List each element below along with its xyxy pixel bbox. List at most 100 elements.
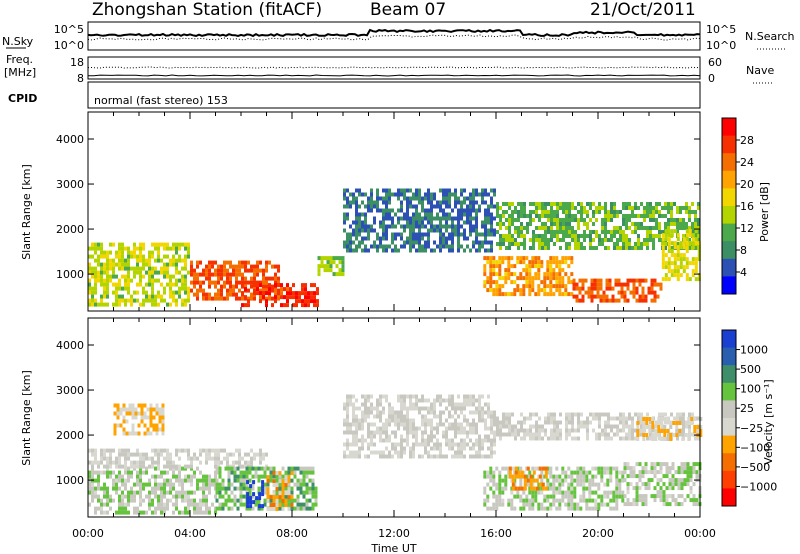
heatmap-cell bbox=[97, 258, 100, 263]
heatmap-cell bbox=[152, 407, 156, 412]
heatmap-cell bbox=[543, 292, 547, 297]
heatmap-cell bbox=[619, 234, 622, 238]
heatmap-cell bbox=[646, 226, 649, 230]
heatmap-cell bbox=[118, 246, 121, 251]
heatmap-cell bbox=[208, 292, 211, 297]
heatmap-cell bbox=[673, 222, 676, 226]
heatmap-cell bbox=[193, 474, 196, 479]
heatmap-cell bbox=[475, 200, 478, 205]
heatmap-cell bbox=[346, 454, 349, 459]
heatmap-cell bbox=[658, 222, 661, 226]
heatmap-cell bbox=[517, 234, 520, 238]
heatmap-cell bbox=[106, 258, 109, 263]
heatmap-cell bbox=[469, 430, 472, 435]
heatmap-cell bbox=[430, 438, 433, 443]
heatmap-cell bbox=[523, 478, 527, 483]
heatmap-cell bbox=[445, 240, 448, 245]
heatmap-cell bbox=[682, 241, 686, 246]
heatmap-cell bbox=[208, 448, 211, 453]
heatmap-cell bbox=[451, 232, 454, 237]
heatmap-cell bbox=[412, 426, 415, 431]
heatmap-cell bbox=[301, 287, 304, 292]
heatmap-cell bbox=[305, 506, 309, 511]
heatmap-cell bbox=[391, 442, 394, 447]
heatmap-cell bbox=[502, 214, 505, 218]
heatmap-cell bbox=[492, 474, 496, 479]
heatmap-cell bbox=[367, 236, 370, 241]
heatmap-cell bbox=[598, 420, 601, 425]
heatmap-cell bbox=[553, 428, 556, 433]
heatmap-cell bbox=[454, 232, 457, 237]
heatmap-cell bbox=[487, 204, 490, 209]
heatmap-cell bbox=[634, 230, 637, 234]
heatmap-cell bbox=[567, 264, 571, 269]
heatmap-cell bbox=[537, 272, 541, 277]
heatmap-cell bbox=[166, 274, 169, 279]
heatmap-cell bbox=[257, 466, 261, 471]
heatmap-cell bbox=[644, 470, 648, 475]
heatmap-cell bbox=[597, 470, 601, 475]
heatmap-cell bbox=[424, 216, 427, 221]
heatmap-cell bbox=[460, 212, 463, 217]
heatmap-cell bbox=[558, 292, 562, 297]
heatmap-cell bbox=[355, 200, 358, 205]
heatmap-cell bbox=[552, 490, 556, 495]
heatmap-cell bbox=[151, 294, 154, 299]
heatmap-cell bbox=[609, 470, 613, 475]
heatmap-cell bbox=[161, 423, 165, 428]
heatmap-cell bbox=[469, 422, 472, 427]
heatmap-cell bbox=[418, 244, 421, 249]
heatmap-cell bbox=[355, 434, 358, 439]
heatmap-cell bbox=[272, 491, 276, 496]
heatmap-cell bbox=[469, 200, 472, 205]
heatmap-cell bbox=[317, 256, 321, 261]
heatmap-cell bbox=[659, 470, 663, 475]
heatmap-cell bbox=[100, 278, 103, 283]
heatmap-cell bbox=[577, 246, 580, 250]
heatmap-cell bbox=[100, 510, 103, 515]
heatmap-cell bbox=[124, 494, 127, 499]
heatmap-cell bbox=[472, 204, 475, 209]
heatmap-cell bbox=[137, 403, 141, 408]
heatmap-cell bbox=[508, 432, 511, 437]
heatmap-cell bbox=[626, 282, 630, 287]
heatmap-cell bbox=[199, 452, 202, 457]
heatmap-cell bbox=[589, 246, 592, 250]
heatmap-cell bbox=[130, 486, 133, 491]
heatmap-cell bbox=[181, 448, 184, 453]
heatmap-cell bbox=[346, 402, 349, 407]
heatmap-cell bbox=[277, 264, 280, 269]
heatmap-cell bbox=[133, 274, 136, 279]
heatmap-cell bbox=[475, 454, 478, 459]
heatmap-cell bbox=[421, 406, 424, 411]
heatmap-cell bbox=[427, 220, 430, 225]
heatmap-cell bbox=[586, 424, 589, 429]
heatmap-cell bbox=[619, 420, 622, 425]
heatmap-cell bbox=[379, 236, 382, 241]
heatmap-cell bbox=[495, 280, 499, 285]
heatmap-cell bbox=[382, 220, 385, 225]
heatmap-cell bbox=[406, 418, 409, 423]
heatmap-cell bbox=[349, 454, 352, 459]
heatmap-cell bbox=[394, 450, 397, 455]
heatmap-cell bbox=[682, 432, 685, 437]
heatmap-cell bbox=[661, 257, 665, 262]
heatmap-cell bbox=[193, 470, 196, 475]
heatmap-cell bbox=[427, 200, 430, 205]
heatmap-cell bbox=[498, 268, 502, 273]
heatmap-cell bbox=[103, 270, 106, 275]
heatmap-cell bbox=[448, 236, 451, 241]
heatmap-cell bbox=[385, 454, 388, 459]
heatmap-cell bbox=[277, 296, 280, 301]
heatmap-cell bbox=[142, 262, 145, 267]
heatmap-cell bbox=[116, 423, 120, 428]
heatmap-cell bbox=[106, 448, 109, 453]
heatmap-cell bbox=[622, 218, 625, 222]
velocity-colorbar-segment bbox=[722, 418, 736, 437]
heatmap-cell bbox=[520, 470, 524, 475]
heatmap-cell bbox=[451, 426, 454, 431]
heatmap-cell bbox=[652, 206, 655, 210]
heatmap-cell bbox=[205, 296, 208, 301]
heatmap-cell bbox=[552, 268, 556, 273]
heatmap-cell bbox=[148, 482, 151, 487]
